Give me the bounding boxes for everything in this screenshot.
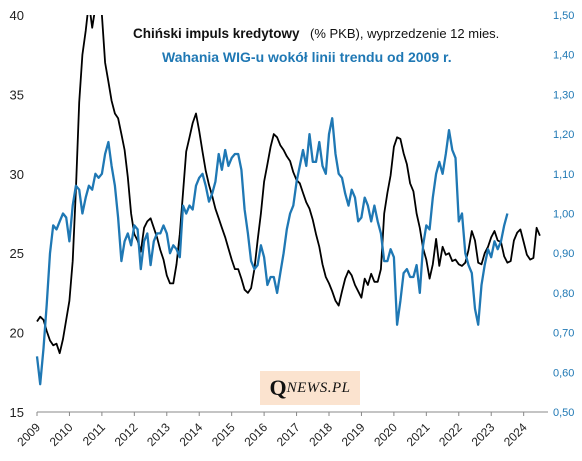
left-tick-label: 15 xyxy=(10,405,24,420)
x-tick-label: 2020 xyxy=(371,420,400,449)
right-tick-label: 0,90 xyxy=(553,248,574,260)
series-line-credit-impulse xyxy=(36,15,541,355)
x-tick-label: 2014 xyxy=(177,420,206,449)
right-tick-label: 1,40 xyxy=(553,50,574,62)
right-tick-label: 1,30 xyxy=(553,89,574,101)
right-tick-label: 1,00 xyxy=(553,209,574,221)
qnews-logo: Q NEWS.PL xyxy=(260,371,360,405)
x-tick-label: 2022 xyxy=(436,420,465,449)
title-line-1-bold: Chiński impuls kredytowy xyxy=(133,26,300,41)
chart-title: Chiński impuls kredytowy (% PKB), wyprze… xyxy=(133,25,499,65)
logo-q: Q xyxy=(269,375,287,400)
right-tick-label: 0,80 xyxy=(553,288,574,300)
x-tick-label: 2019 xyxy=(339,420,368,449)
x-tick-label: 2016 xyxy=(241,420,270,449)
left-tick-label: 40 xyxy=(10,8,24,23)
x-tick-label: 2017 xyxy=(274,420,303,449)
left-tick-label: 35 xyxy=(10,87,24,102)
x-tick-label: 2018 xyxy=(306,420,335,449)
right-tick-label: 1,50 xyxy=(553,10,574,22)
right-tick-label: 1,20 xyxy=(553,129,574,141)
x-tick-label: 2009 xyxy=(14,420,43,449)
right-tick-label: 1,10 xyxy=(553,169,574,181)
right-tick-label: 0,70 xyxy=(553,328,574,340)
x-tick-label: 2012 xyxy=(112,420,141,449)
left-tick-label: 30 xyxy=(10,167,24,182)
left-tick-label: 25 xyxy=(10,246,24,261)
x-tick-label: 2023 xyxy=(469,420,498,449)
x-tick-label: 2011 xyxy=(80,420,108,448)
x-tick-label: 2010 xyxy=(47,420,76,449)
title-line-1-rest: (% PKB), wyprzedzenie 12 mies. xyxy=(310,26,499,41)
series-line-wig-deviation xyxy=(35,117,509,386)
left-tick-label: 20 xyxy=(10,326,24,341)
right-tick-label: 0,60 xyxy=(553,367,574,379)
x-tick-label: 2021 xyxy=(404,420,433,449)
x-tick-label: 2013 xyxy=(144,420,173,449)
right-tick-label: 0,50 xyxy=(553,407,574,419)
x-tick-label: 2015 xyxy=(209,420,238,449)
logo-rest: NEWS.PL xyxy=(286,379,351,396)
title-line-1: Chiński impuls kredytowy (% PKB), wyprze… xyxy=(133,25,499,42)
title-line-2: Wahania WIG-u wokół linii trendu od 2009… xyxy=(162,49,452,65)
series-lines xyxy=(35,15,541,386)
x-tick-label: 2024 xyxy=(501,420,530,449)
